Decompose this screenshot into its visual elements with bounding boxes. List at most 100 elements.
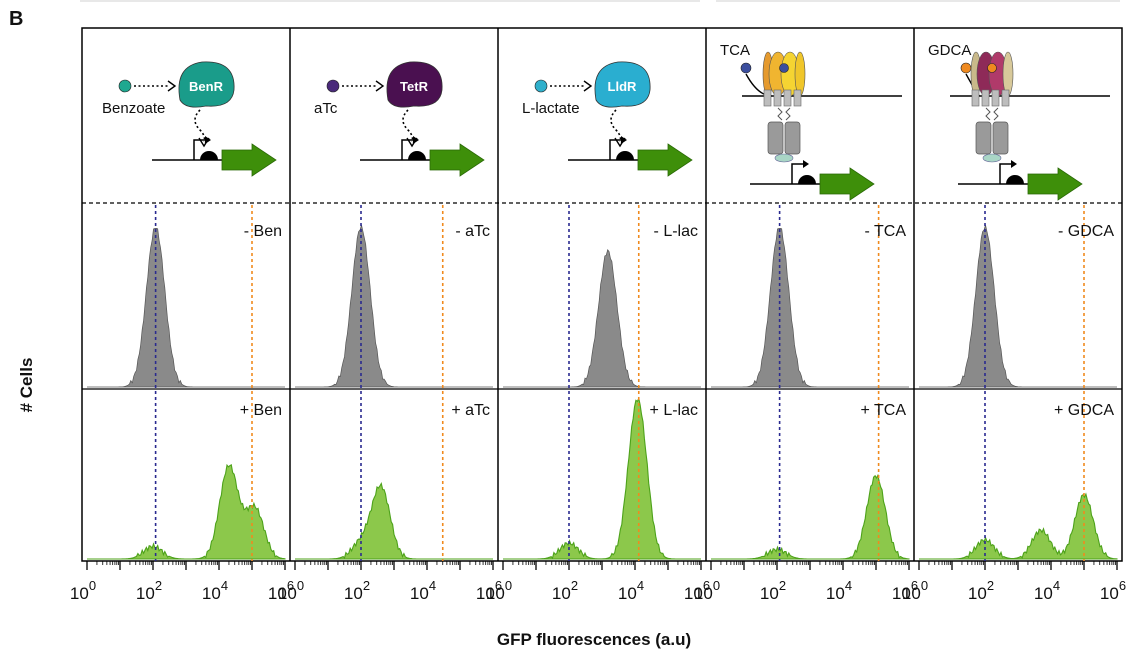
x-tick-label: 100 — [486, 578, 512, 603]
binding-arrowhead — [167, 80, 177, 92]
sensor-protein — [594, 61, 651, 108]
x-tick-label: 102 — [552, 578, 578, 603]
uninduced-label: - Ben — [244, 223, 282, 240]
x-tick-label: 104 — [410, 578, 436, 603]
inducer-molecule — [118, 79, 132, 93]
top-rule-left — [80, 0, 700, 2]
gfp-gene-arrow — [221, 143, 277, 177]
x-tick-label: 106 — [476, 578, 502, 603]
x-tick-label: 100 — [694, 578, 720, 603]
x-tick-label: 100 — [278, 578, 304, 603]
sensor-protein — [386, 61, 443, 108]
inducer-molecule — [326, 79, 340, 93]
activation-arrow — [194, 109, 206, 143]
sensor-name: LldR — [608, 79, 637, 94]
gfp-gene-arrow — [637, 143, 693, 177]
dna-binding-domain — [774, 153, 794, 163]
x-tick-label: 100 — [70, 578, 96, 603]
promoter-arrowhead — [205, 136, 211, 144]
x-tick-label: 106 — [684, 578, 710, 603]
x-tick-label: 106 — [892, 578, 918, 603]
bound-ligand — [987, 63, 997, 73]
operator-site — [616, 151, 634, 160]
uninduced-label: - aTc — [455, 223, 490, 240]
activation-arrow — [402, 109, 414, 143]
operator-site — [1006, 175, 1024, 184]
panel-1: Benzoate BenR - Ben + Ben 100 102 104 106 — [70, 61, 294, 603]
x-tick-label: 100 — [902, 578, 928, 603]
uninduced-histogram — [87, 228, 285, 388]
linker — [985, 107, 999, 121]
transmembrane-helix — [1001, 89, 1010, 107]
sensor-protein — [178, 61, 235, 108]
gfp-gene-arrow — [819, 167, 875, 201]
transmembrane-helix — [773, 89, 782, 107]
promoter-arrow — [609, 139, 624, 160]
x-tick-label: 104 — [1034, 578, 1060, 603]
induced-label: + Ben — [240, 402, 282, 419]
induced-label: + GDCA — [1054, 402, 1114, 419]
promoter-arrowhead — [803, 160, 809, 168]
cytoplasmic-domain — [975, 121, 992, 155]
transmembrane-helix — [971, 89, 980, 107]
inducer-name: GDCA — [928, 42, 971, 59]
bound-ligand — [779, 63, 789, 73]
uninduced-histogram — [295, 224, 493, 388]
transmembrane-helix — [783, 89, 792, 107]
inducer-molecule — [960, 62, 972, 74]
sensor-name: BenR — [189, 79, 224, 94]
linker — [777, 107, 791, 121]
induced-histogram — [919, 492, 1118, 560]
transmembrane-helix — [793, 89, 802, 107]
induced-histogram — [295, 481, 493, 560]
x-tick-label: 106 — [268, 578, 294, 603]
operator-site — [798, 175, 816, 184]
promoter-arrow — [791, 163, 806, 184]
receptor-subunit — [794, 51, 806, 97]
cytoplasmic-domain — [767, 121, 784, 155]
panel-5: GDCA - GDCA + GDCA 100 102 104 106 — [902, 42, 1126, 603]
uninduced-histogram — [711, 228, 909, 388]
inducer-name: Benzoate — [102, 100, 165, 117]
x-tick-label: 102 — [760, 578, 786, 603]
operator-site — [200, 151, 218, 160]
x-tick-label: 104 — [202, 578, 228, 603]
x-tick-label: 104 — [826, 578, 852, 603]
x-axis-label: GFP fluorescences (a.u) — [496, 630, 692, 649]
promoter-arrow — [401, 139, 416, 160]
panel-4: TCA - TCA + TCA 100 102 104 106 — [694, 42, 918, 603]
uninduced-label: - L-lac — [654, 223, 698, 240]
transmembrane-helix — [981, 89, 990, 107]
receptor-subunit — [1002, 51, 1014, 97]
promoter-arrowhead — [621, 136, 627, 144]
inducer-molecule — [534, 79, 548, 93]
x-tick-label: 104 — [618, 578, 644, 603]
transmembrane-helix — [991, 89, 1000, 107]
panel-2: aTc TetR - aTc + aTc 100 102 104 106 — [278, 61, 502, 603]
inducer-name: aTc — [314, 100, 338, 117]
induced-histogram — [87, 463, 286, 560]
binding-arrowhead — [375, 80, 385, 92]
inducer-molecule — [740, 62, 752, 74]
sensor-name: TetR — [400, 79, 429, 94]
x-tick-label: 102 — [968, 578, 994, 603]
induced-label: + L-lac — [650, 402, 698, 419]
uninduced-histogram — [503, 249, 701, 388]
induced-label: + TCA — [861, 402, 907, 419]
inducer-name: L-lactate — [522, 100, 580, 117]
cytoplasmic-domain — [784, 121, 801, 155]
promoter-arrowhead — [413, 136, 419, 144]
activation-arrow — [610, 109, 622, 143]
top-rule-right — [716, 0, 1120, 2]
induced-histogram — [503, 396, 701, 560]
induced-label: + aTc — [451, 402, 490, 419]
transmembrane-helix — [763, 89, 772, 107]
x-tick-label: 102 — [344, 578, 370, 603]
panel-letter: B — [9, 8, 24, 30]
uninduced-label: - GDCA — [1058, 223, 1114, 240]
binding-arrowhead — [583, 80, 593, 92]
dna-binding-domain — [982, 153, 1002, 163]
gfp-gene-arrow — [429, 143, 485, 177]
gfp-gene-arrow — [1027, 167, 1083, 201]
